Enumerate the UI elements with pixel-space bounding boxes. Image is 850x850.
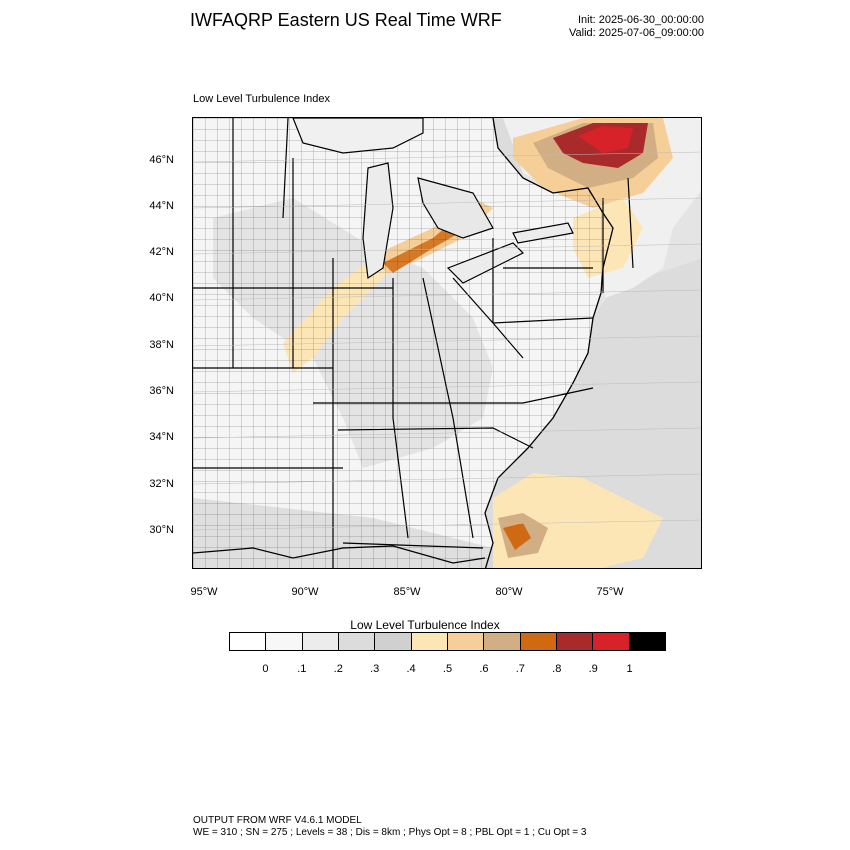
colorbar-label: .6 — [479, 663, 489, 675]
colorbar-box-4 — [375, 633, 412, 650]
lat-label-44: 44°N — [149, 200, 174, 212]
colorbar — [229, 632, 666, 651]
colorbar-label: .8 — [552, 663, 562, 675]
colorbar-box-1 — [266, 633, 303, 650]
init-time: Init: 2025-06-30_00:00:00 — [578, 14, 704, 26]
lake-superior — [292, 118, 424, 154]
lake-michigan — [362, 162, 394, 280]
state-boundaries — [193, 118, 634, 568]
turbulence-map — [193, 118, 701, 568]
map-panel — [192, 117, 702, 569]
lon-label-95: 95°W — [190, 586, 218, 598]
lat-label-30: 30°N — [149, 524, 174, 536]
valid-time: Valid: 2025-07-06_09:00:00 — [569, 27, 704, 39]
lat-label-46: 46°N — [149, 154, 174, 166]
field-quebec-bright — [578, 126, 633, 153]
colorbar-label: .1 — [297, 663, 307, 675]
model-info-line-2: WE = 310 ; SN = 275 ; Levels = 38 ; Dis … — [193, 827, 587, 838]
colorbar-title: Low Level Turbulence Index — [350, 618, 500, 632]
lon-label-80: 80°W — [495, 586, 523, 598]
colorbar-label: .5 — [442, 663, 453, 675]
model-info-line-1: OUTPUT FROM WRF V4.6.1 MODEL — [193, 815, 362, 826]
colorbar-box-2 — [302, 633, 339, 650]
gulf-coast — [193, 545, 486, 564]
colorbar-label: .7 — [515, 663, 525, 675]
lon-label-75: 75°W — [596, 586, 624, 598]
colorbar-box-9 — [556, 633, 594, 650]
colorbar-label: .2 — [333, 663, 343, 675]
colorbar-label: .4 — [406, 663, 416, 675]
lake-ontario — [512, 222, 574, 244]
lon-label-90: 90°W — [291, 586, 319, 598]
lat-label-36: 36°N — [149, 385, 174, 397]
colorbar-label: .9 — [588, 663, 598, 675]
plot-title: IWFAQRP Eastern US Real Time WRF — [190, 10, 502, 30]
field-offshore-orange — [503, 523, 531, 550]
colorbar-box-7 — [484, 633, 521, 650]
lake-huron — [417, 177, 494, 239]
lon-label-85: 85°W — [393, 586, 421, 598]
lat-label-34: 34°N — [149, 431, 174, 443]
colorbar-box-6 — [447, 633, 485, 650]
county-lines — [193, 118, 613, 568]
colorbar-box-0 — [230, 633, 267, 650]
coastline — [484, 118, 614, 568]
lat-label-38: 38°N — [149, 339, 174, 351]
colorbar-box-8 — [520, 633, 557, 650]
lat-label-32: 32°N — [149, 478, 174, 490]
graticule — [193, 151, 701, 531]
colorbar-label: 1 — [626, 663, 633, 675]
lake-erie — [446, 242, 525, 284]
colorbar-box-5 — [411, 633, 448, 650]
colorbar-box-3 — [338, 633, 376, 650]
colorbar-box-11 — [629, 633, 665, 650]
colorbar-label: .3 — [370, 663, 380, 675]
colorbar-label: 0 — [262, 663, 269, 675]
lat-label-42: 42°N — [149, 246, 174, 258]
panel-label: Low Level Turbulence Index — [193, 93, 330, 105]
lat-label-40: 40°N — [149, 292, 174, 304]
colorbar-box-10 — [593, 633, 630, 650]
